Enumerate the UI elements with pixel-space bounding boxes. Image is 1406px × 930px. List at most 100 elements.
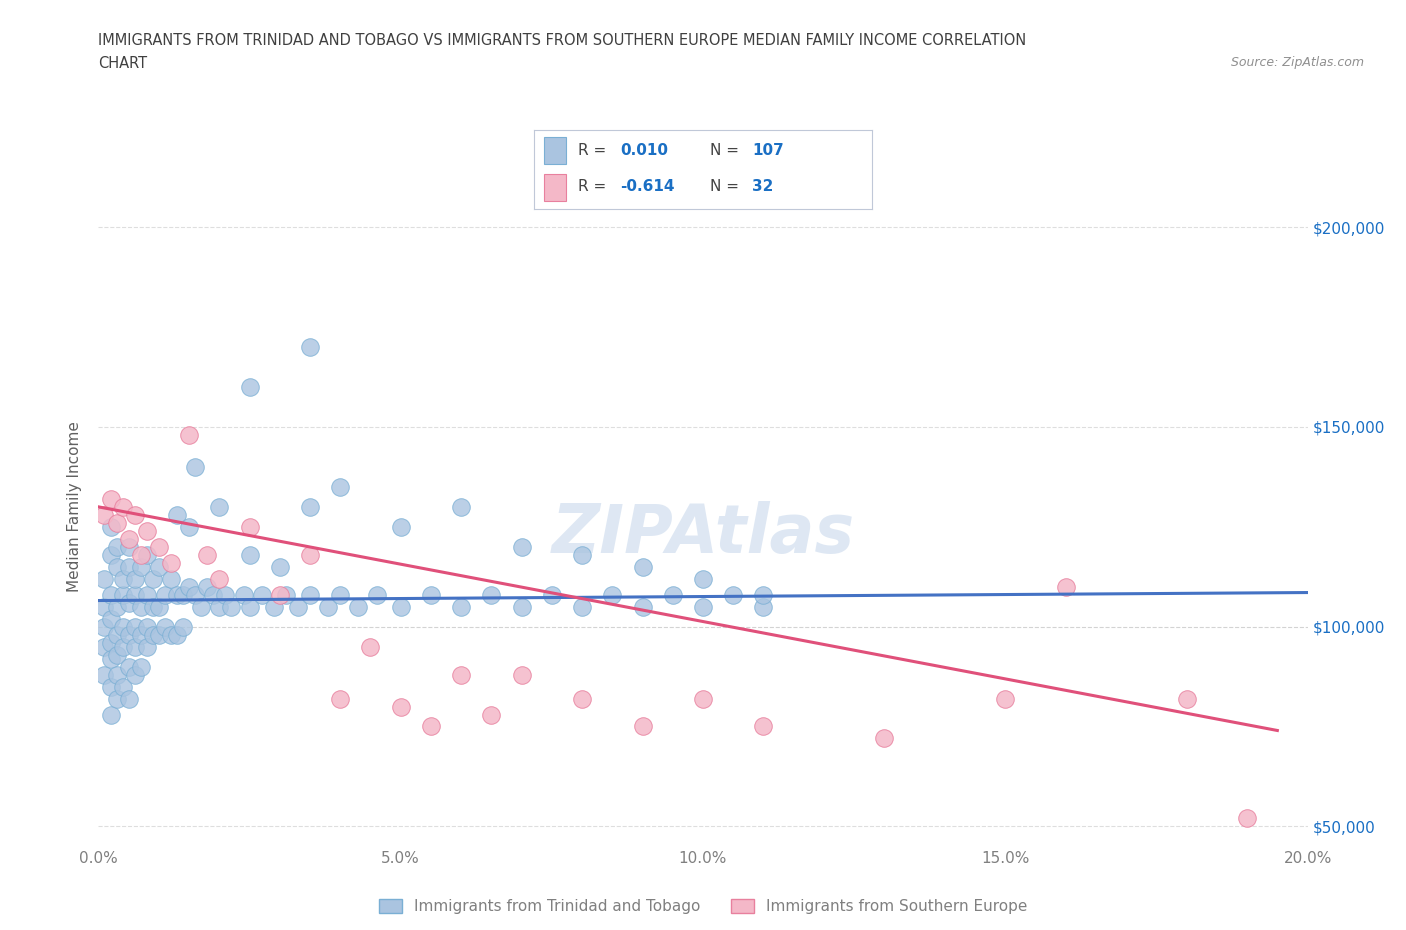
Point (135, 587, 157, 602)
Point (329, 480, 352, 495)
Point (752, 599, 775, 614)
Text: -0.614: -0.614 (620, 179, 675, 194)
Point (160, 571, 183, 586)
Point (214, 587, 236, 602)
Point (118, 595, 141, 610)
Point (571, 691, 593, 706)
Point (299, 587, 322, 602)
Point (221, 599, 243, 614)
Point (93, 571, 115, 586)
Text: R =: R = (578, 179, 612, 194)
Point (100, 587, 122, 602)
Point (93, 667, 115, 682)
Point (299, 548, 322, 563)
Point (510, 667, 533, 682)
Point (118, 531, 141, 546)
Point (389, 699, 412, 714)
Point (263, 599, 285, 614)
Point (195, 548, 218, 563)
Point (571, 599, 593, 614)
Point (111, 679, 134, 694)
Point (450, 667, 472, 682)
Point (129, 627, 152, 642)
Point (208, 599, 231, 614)
Point (287, 599, 309, 614)
Point (752, 719, 775, 734)
Point (631, 719, 654, 734)
Point (111, 571, 134, 586)
Point (420, 587, 443, 602)
Point (111, 619, 134, 634)
Point (179, 579, 201, 594)
Point (299, 339, 322, 354)
Point (124, 619, 146, 634)
Point (329, 691, 352, 706)
Point (100, 519, 122, 534)
Point (316, 599, 339, 614)
Point (172, 619, 194, 634)
Text: N =: N = (710, 143, 744, 158)
Point (93, 508, 115, 523)
Text: CHART: CHART (98, 56, 148, 71)
Point (142, 599, 165, 614)
Point (202, 587, 225, 602)
Point (752, 587, 775, 602)
Point (100, 651, 122, 666)
Point (172, 587, 194, 602)
Bar (544, 138, 567, 165)
Bar (544, 175, 567, 202)
Text: 32: 32 (752, 179, 773, 194)
Point (179, 519, 201, 534)
Point (100, 491, 122, 506)
Point (118, 539, 141, 554)
Point (347, 599, 370, 614)
Point (602, 587, 624, 602)
Point (184, 459, 207, 474)
Point (329, 587, 352, 602)
Point (148, 559, 170, 574)
Point (100, 679, 122, 694)
Point (239, 519, 262, 534)
Point (153, 619, 176, 634)
Point (135, 639, 157, 654)
Point (111, 587, 134, 602)
Point (179, 428, 201, 443)
Point (631, 599, 654, 614)
Point (631, 559, 654, 574)
Point (100, 548, 122, 563)
Point (118, 559, 141, 574)
Point (129, 559, 152, 574)
Y-axis label: Median Family Income: Median Family Income (67, 421, 83, 592)
Point (723, 587, 745, 602)
Point (540, 587, 562, 602)
Point (118, 627, 141, 642)
Point (105, 627, 128, 642)
Point (124, 571, 146, 586)
Point (450, 499, 472, 514)
Point (389, 599, 412, 614)
Point (124, 587, 146, 602)
Point (135, 619, 157, 634)
Point (93, 599, 115, 614)
Point (692, 599, 714, 614)
Text: R =: R = (578, 143, 612, 158)
Point (135, 548, 157, 563)
Point (389, 519, 412, 534)
Point (269, 587, 291, 602)
Point (1054, 579, 1077, 594)
Point (239, 379, 262, 394)
Point (873, 731, 896, 746)
Point (166, 627, 188, 642)
Text: Source: ZipAtlas.com: Source: ZipAtlas.com (1230, 56, 1364, 69)
Point (190, 599, 212, 614)
Point (142, 627, 165, 642)
Point (124, 508, 146, 523)
Point (250, 587, 273, 602)
Point (994, 691, 1017, 706)
Point (135, 524, 157, 538)
Point (239, 599, 262, 614)
Point (105, 691, 128, 706)
Point (692, 691, 714, 706)
Point (118, 691, 141, 706)
Point (366, 587, 388, 602)
